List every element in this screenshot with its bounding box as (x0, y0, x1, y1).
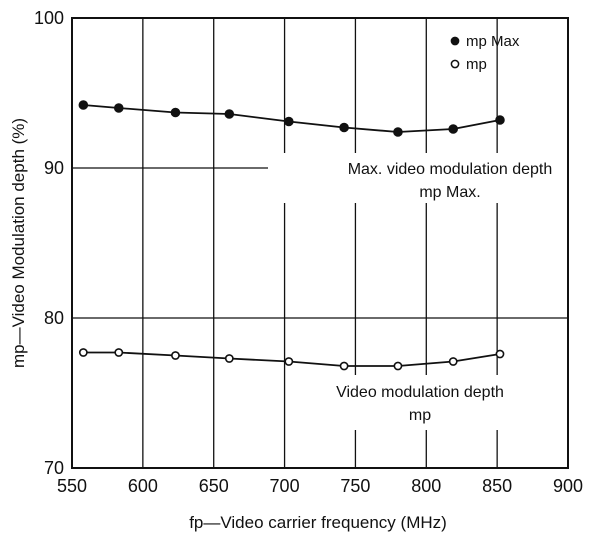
y-tick-label: 100 (34, 8, 64, 28)
x-tick-label: 900 (553, 476, 583, 496)
data-point (339, 361, 349, 371)
tick-labels: 550 600 650 700 750 800 850 900 70 80 90 100 (34, 8, 583, 496)
y-tick-label: 90 (44, 158, 64, 178)
x-tick-label: 600 (128, 476, 158, 496)
series-mp-max (78, 100, 505, 137)
data-point (339, 122, 349, 133)
legend-label: mp Max (466, 33, 520, 50)
x-tick-label: 750 (340, 476, 370, 496)
data-point (284, 357, 294, 366)
series-layer (78, 100, 505, 371)
legend: mp Max mp (450, 33, 520, 73)
plot-frame (71, 17, 569, 469)
y-tick-label: 70 (44, 458, 64, 478)
data-point (448, 357, 458, 366)
annotations: Max. video modulation depth mp Max. Video … (336, 161, 552, 424)
data-point (113, 103, 124, 113)
data-point (393, 127, 403, 137)
x-tick-label: 700 (270, 476, 300, 496)
x-tick-label: 800 (411, 476, 441, 496)
legend-marker (450, 59, 460, 69)
x-tick-label: 550 (57, 476, 87, 496)
annotation-text: Max. video modulation depth (348, 161, 553, 178)
annotation-text: Video modulation depth (336, 384, 504, 401)
data-point (495, 349, 505, 359)
data-point (114, 348, 124, 357)
x-axis-label: fp—Video carrier frequency (MHz) (189, 513, 447, 532)
data-point (284, 116, 294, 127)
x-tick-label: 650 (199, 476, 229, 496)
series-mp (78, 348, 505, 371)
data-point (495, 115, 505, 125)
y-tick-label: 80 (44, 308, 64, 328)
legend-label: mp (466, 56, 487, 73)
data-point (224, 109, 235, 119)
y-axis-label: mp—Video Modulation depth (%) (9, 118, 28, 368)
data-point (448, 124, 459, 134)
annotation-text: mp Max. (419, 184, 480, 201)
data-point (171, 351, 180, 360)
x-tick-label: 850 (482, 476, 512, 496)
legend-marker (450, 36, 460, 46)
data-point (78, 348, 88, 357)
annotation-text: mp (409, 407, 431, 424)
data-point (78, 100, 89, 110)
grid-lines (72, 18, 568, 468)
data-point (170, 107, 181, 118)
data-point (224, 354, 234, 363)
data-point (393, 361, 403, 371)
